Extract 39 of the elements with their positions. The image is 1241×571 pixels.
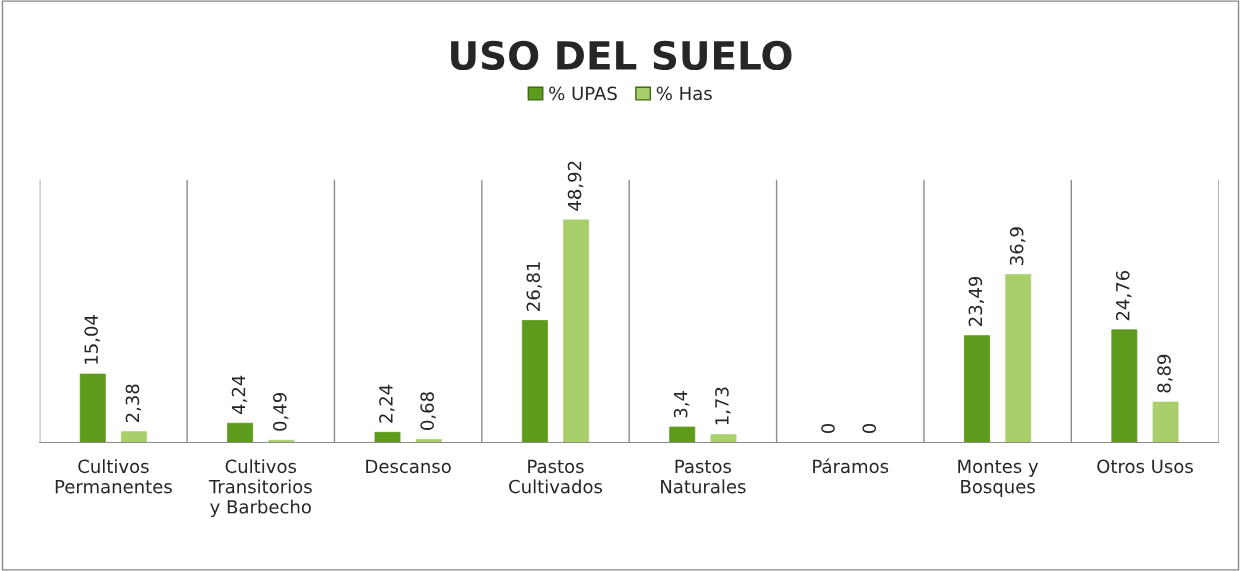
data-label: 1,73 xyxy=(715,387,731,425)
bar xyxy=(964,335,990,443)
data-label: 48,92 xyxy=(567,161,584,211)
data-label: 0,49 xyxy=(272,393,289,431)
data-label: 36,9 xyxy=(1009,227,1026,265)
data-label: 15,04 xyxy=(84,315,100,364)
data-label: 26,81 xyxy=(526,262,542,311)
data-label: 2,38 xyxy=(125,384,142,423)
x-tick-label: Cultivos Permanentes xyxy=(55,459,172,494)
bar xyxy=(227,422,254,443)
bar xyxy=(1005,274,1032,443)
x-tick-label: Montes y Bosques xyxy=(958,459,1039,497)
chart-title: USO DEL SUELO xyxy=(451,40,792,71)
bar xyxy=(79,373,106,443)
bar xyxy=(1111,329,1138,443)
bar xyxy=(669,426,696,443)
data-label: 0 xyxy=(862,423,877,433)
bar xyxy=(521,320,548,443)
data-label: 8,89 xyxy=(1157,354,1173,393)
data-label: 24,76 xyxy=(1115,270,1132,321)
legend-label: % Has xyxy=(656,86,712,101)
data-label: 4,24 xyxy=(231,375,248,415)
x-tick-label: Otros Usos xyxy=(1097,459,1193,474)
data-label: 0 xyxy=(821,423,835,433)
legend-label: % UPAS xyxy=(549,86,617,101)
data-label: 3,4 xyxy=(673,391,690,418)
bar xyxy=(374,431,401,443)
data-label: 23,49 xyxy=(968,276,985,326)
data-label: 0,68 xyxy=(420,392,436,430)
bar xyxy=(563,219,590,443)
data-label: 2,24 xyxy=(379,384,395,423)
x-tick-label: Pastos Naturales xyxy=(661,459,746,494)
bar xyxy=(121,431,147,443)
x-tick-label: Páramos xyxy=(813,458,889,474)
x-tick-label: Pastos Cultivados xyxy=(509,459,603,494)
bar xyxy=(1152,401,1179,443)
x-tick-label: Cultivos Transitorios y Barbecho xyxy=(208,459,312,518)
x-tick-label: Descanso xyxy=(366,459,451,474)
bar xyxy=(710,434,737,443)
